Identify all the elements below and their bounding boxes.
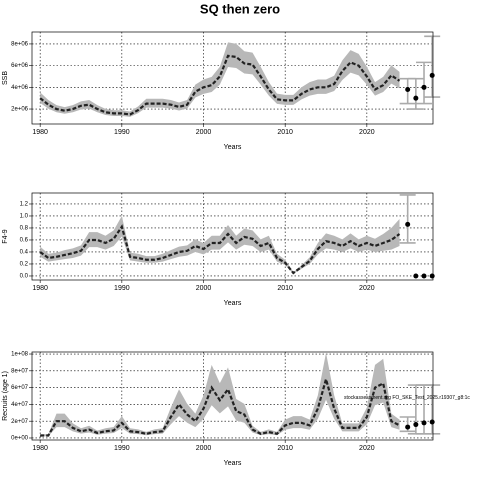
y-axis-label: SSB bbox=[2, 71, 9, 85]
x-axis-label: Years bbox=[224, 460, 242, 467]
projection-point bbox=[429, 72, 435, 78]
projection-point bbox=[405, 221, 411, 227]
confidence-band bbox=[40, 352, 400, 437]
y-tick-label: 0.8 bbox=[20, 226, 29, 232]
y-tick-label: 4e+06 bbox=[11, 85, 29, 91]
projection-point bbox=[421, 273, 427, 279]
y-axis-label: Recruits (age 1) bbox=[2, 371, 9, 421]
confidence-band bbox=[40, 42, 400, 117]
projection-point bbox=[413, 422, 419, 428]
x-tick-label: 2020 bbox=[359, 445, 375, 452]
projection-point bbox=[429, 419, 435, 425]
x-tick-label: 2010 bbox=[277, 445, 293, 452]
estimate-line bbox=[40, 375, 401, 437]
projection-point bbox=[413, 95, 419, 101]
error-bar bbox=[424, 384, 441, 435]
y-tick-label: 2e+07 bbox=[11, 419, 29, 425]
y-tick-label: 0e+00 bbox=[11, 436, 29, 442]
x-tick-label: 1980 bbox=[32, 129, 48, 136]
x-tick-label: 1980 bbox=[32, 285, 48, 292]
x-axis-label: Years bbox=[224, 300, 242, 307]
confidence-band bbox=[40, 215, 400, 274]
projection-point bbox=[429, 273, 435, 279]
y-tick-label: 0.4 bbox=[20, 250, 29, 256]
x-tick-label: 2000 bbox=[196, 285, 212, 292]
projection-point bbox=[421, 84, 427, 90]
projection-point bbox=[405, 424, 411, 430]
y-tick-label: 1e+08 bbox=[11, 352, 29, 358]
x-tick-label: 2020 bbox=[359, 285, 375, 292]
y-tick-label: 0.6 bbox=[20, 238, 29, 244]
projection-point bbox=[421, 420, 427, 426]
y-axis-label: F4-9 bbox=[2, 229, 9, 244]
y-tick-label: 4e+07 bbox=[11, 402, 29, 408]
x-tick-label: 2000 bbox=[196, 445, 212, 452]
y-tick-label: 2e+06 bbox=[11, 107, 29, 113]
x-tick-label: 1990 bbox=[114, 129, 130, 136]
y-tick-label: 1.2 bbox=[20, 202, 29, 208]
x-tick-label: 2010 bbox=[277, 285, 293, 292]
panel: 1980 1990 2000 2010 2020 0.0 0.2 0.4 0.6 0.8 1.0 1.… bbox=[2, 192, 435, 307]
estimate-line bbox=[39, 224, 401, 275]
y-tick-label: 8e+07 bbox=[11, 368, 29, 374]
error-bar bbox=[424, 35, 441, 98]
x-tick-label: 2020 bbox=[359, 129, 375, 136]
x-tick-label: 1980 bbox=[32, 445, 48, 452]
error-bar bbox=[416, 61, 433, 105]
x-axis-label: Years bbox=[224, 144, 242, 151]
error-bar bbox=[407, 77, 424, 110]
error-bar bbox=[399, 194, 416, 244]
y-tick-label: 1.0 bbox=[20, 214, 29, 220]
projection-point bbox=[405, 87, 411, 92]
annotation: stockassessment.org FO_SKE_Test_2025.r19… bbox=[344, 395, 470, 401]
x-tick-label: 2010 bbox=[277, 129, 293, 136]
y-tick-label: 6e+06 bbox=[11, 63, 29, 69]
plot-frame bbox=[31, 192, 434, 281]
projection-point bbox=[413, 273, 419, 279]
panel: 1980 1990 2000 2010 2020 0e+00 2e+07 4e+07 6e+07… bbox=[2, 352, 471, 467]
y-tick-label: 8e+06 bbox=[11, 42, 29, 48]
figure-title: SQ then zero bbox=[200, 1, 280, 16]
x-tick-label: 2000 bbox=[196, 129, 212, 136]
y-tick-label: 0.2 bbox=[20, 262, 29, 268]
plot-frame bbox=[31, 31, 434, 125]
y-tick-label: 0.0 bbox=[20, 274, 29, 280]
x-tick-label: 1990 bbox=[114, 445, 130, 452]
x-tick-label: 1990 bbox=[114, 285, 130, 292]
y-tick-label: 6e+07 bbox=[11, 385, 29, 391]
panel: 1980 1990 2000 2010 2020 2e+06 4e+06 6e+06 8e+06… bbox=[2, 31, 441, 151]
plot-frame bbox=[31, 351, 434, 441]
